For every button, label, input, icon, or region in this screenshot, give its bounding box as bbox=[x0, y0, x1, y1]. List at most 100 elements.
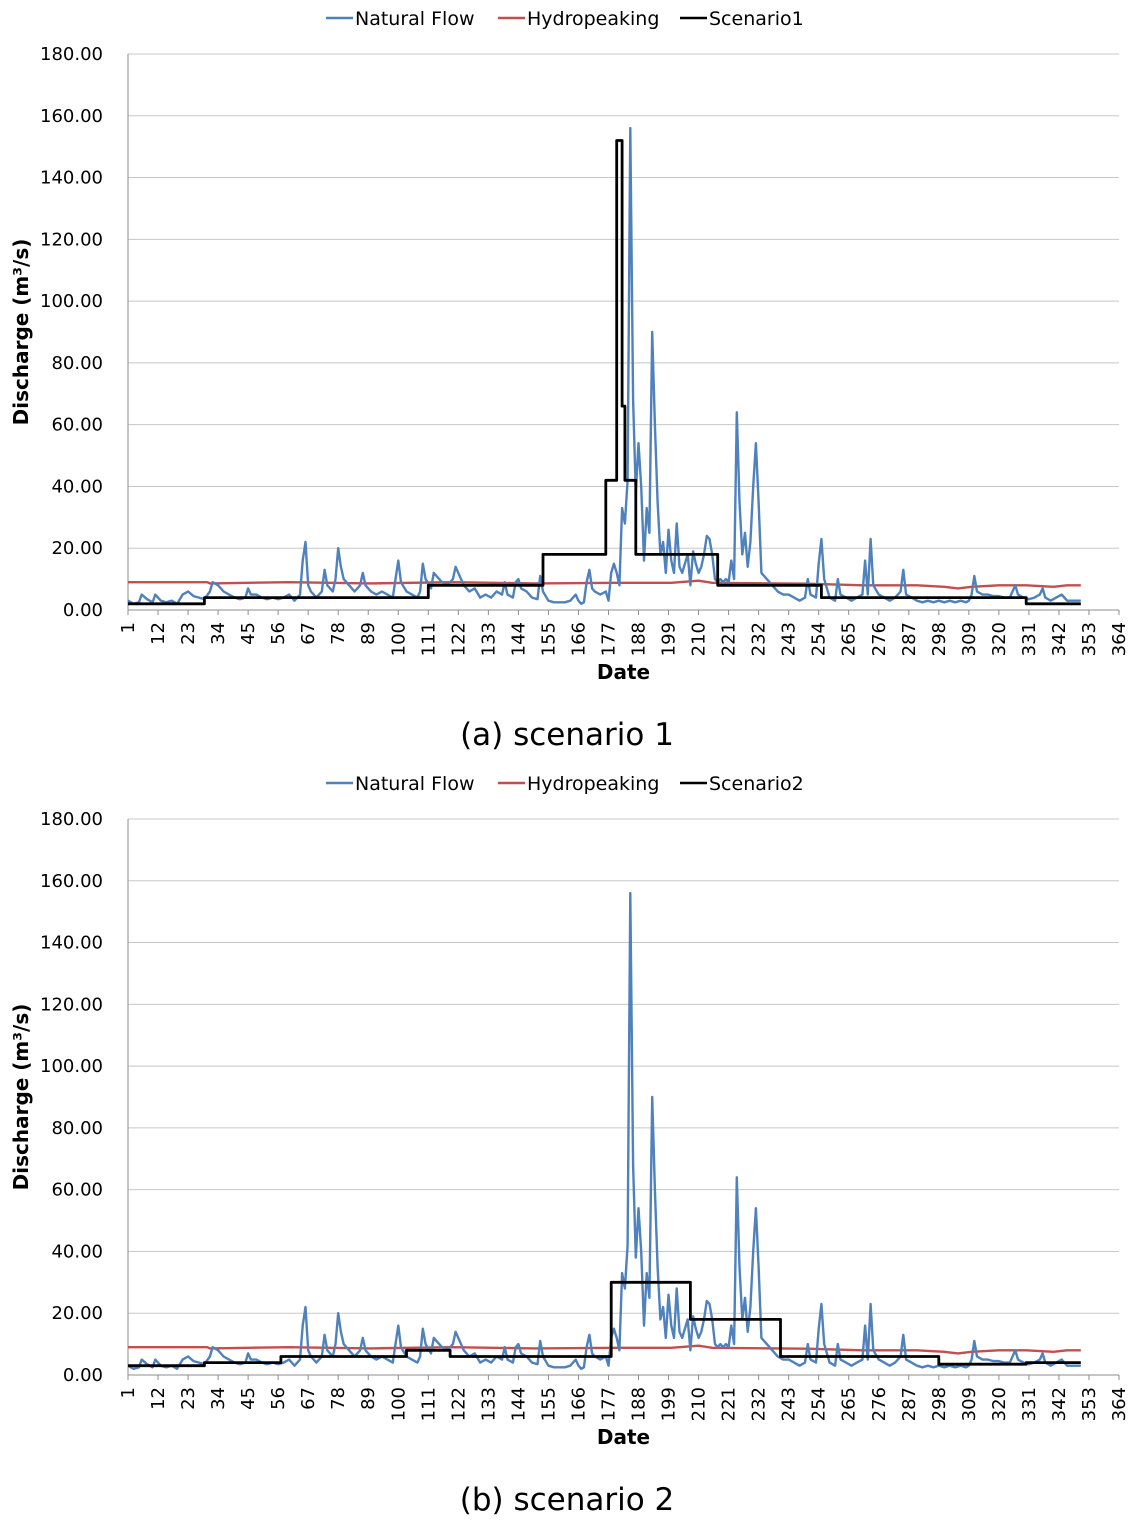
x-tick-label: 243 bbox=[779, 622, 800, 656]
x-tick-label: 1 bbox=[118, 622, 139, 633]
y-tick-label: 80.00 bbox=[51, 1118, 103, 1139]
y-tick-label: 100.00 bbox=[40, 1056, 103, 1077]
x-tick-label: 89 bbox=[358, 1387, 379, 1410]
x-tick-label: 155 bbox=[538, 622, 559, 656]
x-tick-label: 177 bbox=[598, 1387, 619, 1421]
series-line-hydropeaking bbox=[128, 579, 1081, 590]
y-tick-label: 160.00 bbox=[40, 106, 103, 127]
x-tick-label: 287 bbox=[899, 622, 920, 656]
x-tick-label: 254 bbox=[809, 1387, 830, 1421]
x-tick-label: 364 bbox=[1109, 1387, 1130, 1421]
x-tick-label: 188 bbox=[629, 1387, 650, 1421]
y-tick-label: 40.00 bbox=[51, 476, 103, 497]
legend-label: Hydropeaking bbox=[527, 773, 659, 795]
chart-scenario-1: 0.00 20.00 40.00 60.00 80.00 100.00 120.00 140.… bbox=[9, 8, 1130, 753]
y-axis-title: Discharge (m³/s) bbox=[9, 239, 33, 426]
x-tick-label: 1 bbox=[118, 1387, 139, 1398]
x-tick-label: 133 bbox=[478, 622, 499, 656]
x-tick-label: 34 bbox=[208, 1387, 229, 1410]
x-tick-label: 122 bbox=[448, 622, 469, 656]
x-tick-label: 276 bbox=[869, 622, 890, 656]
x-tick-label: 298 bbox=[929, 622, 950, 656]
x-tick-label: 23 bbox=[178, 1387, 199, 1410]
chart-panel-scenario-1: 0.00 20.00 40.00 60.00 80.00 100.00 120.00 140.… bbox=[0, 0, 1142, 762]
y-tick-label: 0.00 bbox=[63, 600, 103, 621]
x-tick-label: 309 bbox=[959, 1387, 980, 1421]
x-tick-label: 331 bbox=[1019, 622, 1040, 656]
x-tick-label: 199 bbox=[659, 1387, 680, 1421]
x-tick-label: 12 bbox=[148, 622, 169, 645]
figure-caption: (a) scenario 1 bbox=[460, 717, 674, 753]
y-tick-label: 80.00 bbox=[51, 353, 103, 374]
x-axis-title: Date bbox=[597, 660, 650, 684]
legend-label: Scenario1 bbox=[709, 8, 804, 30]
x-tick-label: 353 bbox=[1079, 622, 1100, 656]
x-tick-label: 210 bbox=[689, 1387, 710, 1421]
x-tick-label: 254 bbox=[809, 622, 830, 656]
y-tick-label: 180.00 bbox=[40, 809, 103, 830]
x-tick-label: 56 bbox=[268, 1387, 289, 1410]
x-tick-label: 342 bbox=[1049, 1387, 1070, 1421]
x-tick-label: 265 bbox=[839, 1387, 860, 1421]
x-tick-label: 221 bbox=[719, 622, 740, 656]
y-tick-label: 60.00 bbox=[51, 415, 103, 436]
legend-label: Hydropeaking bbox=[527, 8, 659, 30]
x-tick-label: 298 bbox=[929, 1387, 950, 1421]
x-tick-label: 287 bbox=[899, 1387, 920, 1421]
x-tick-label: 243 bbox=[779, 1387, 800, 1421]
y-tick-label: 120.00 bbox=[40, 994, 103, 1015]
x-tick-label: 78 bbox=[328, 622, 349, 645]
legend-label: Scenario2 bbox=[709, 773, 804, 795]
series-line-scenario1 bbox=[128, 139, 1081, 606]
x-tick-label: 199 bbox=[659, 622, 680, 656]
x-tick-label: 166 bbox=[568, 622, 589, 656]
x-tick-label: 45 bbox=[238, 622, 259, 645]
x-tick-label: 342 bbox=[1049, 622, 1070, 656]
y-tick-label: 160.00 bbox=[40, 871, 103, 892]
x-tick-label: 276 bbox=[869, 1387, 890, 1421]
legend-label: Natural Flow bbox=[355, 773, 475, 795]
x-tick-label: 210 bbox=[689, 622, 710, 656]
x-tick-label: 111 bbox=[418, 622, 439, 656]
x-tick-label: 56 bbox=[268, 622, 289, 645]
x-tick-label: 122 bbox=[448, 1387, 469, 1421]
y-tick-label: 100.00 bbox=[40, 291, 103, 312]
y-tick-label: 60.00 bbox=[51, 1180, 103, 1201]
y-tick-label: 140.00 bbox=[40, 168, 103, 189]
legend-label: Natural Flow bbox=[355, 8, 475, 30]
x-tick-label: 265 bbox=[839, 622, 860, 656]
series-line-natural-flow bbox=[127, 891, 1081, 1370]
x-tick-label: 221 bbox=[719, 1387, 740, 1421]
y-tick-label: 120.00 bbox=[40, 229, 103, 250]
y-tick-label: 180.00 bbox=[40, 44, 103, 65]
x-tick-label: 144 bbox=[508, 622, 529, 656]
x-tick-label: 166 bbox=[568, 1387, 589, 1421]
chart-panel-scenario-2: 0.00 20.00 40.00 60.00 80.00 100.00 120.00 140.… bbox=[0, 765, 1142, 1527]
x-tick-label: 23 bbox=[178, 622, 199, 645]
x-tick-label: 78 bbox=[328, 1387, 349, 1410]
x-tick-label: 155 bbox=[538, 1387, 559, 1421]
y-tick-label: 20.00 bbox=[51, 538, 103, 559]
x-tick-label: 320 bbox=[989, 1387, 1010, 1421]
x-tick-label: 133 bbox=[478, 1387, 499, 1421]
x-tick-label: 67 bbox=[298, 1387, 319, 1410]
x-axis-title: Date bbox=[597, 1425, 650, 1449]
x-tick-label: 232 bbox=[749, 622, 770, 656]
x-tick-label: 353 bbox=[1079, 1387, 1100, 1421]
series-line-scenario2 bbox=[128, 1280, 1081, 1368]
x-tick-label: 89 bbox=[358, 622, 379, 645]
x-tick-label: 12 bbox=[148, 1387, 169, 1410]
x-tick-label: 320 bbox=[989, 622, 1010, 656]
y-tick-label: 140.00 bbox=[40, 933, 103, 954]
x-tick-label: 144 bbox=[508, 1387, 529, 1421]
x-tick-label: 45 bbox=[238, 1387, 259, 1410]
y-tick-label: 20.00 bbox=[51, 1303, 103, 1324]
y-axis-title: Discharge (m³/s) bbox=[9, 1004, 33, 1191]
x-tick-label: 34 bbox=[208, 622, 229, 645]
x-tick-label: 111 bbox=[418, 1387, 439, 1421]
y-tick-label: 0.00 bbox=[63, 1365, 103, 1386]
y-tick-label: 40.00 bbox=[51, 1241, 103, 1262]
x-tick-label: 188 bbox=[629, 622, 650, 656]
chart-scenario-2: 0.00 20.00 40.00 60.00 80.00 100.00 120.00 140.… bbox=[9, 773, 1130, 1518]
x-tick-label: 177 bbox=[598, 622, 619, 656]
